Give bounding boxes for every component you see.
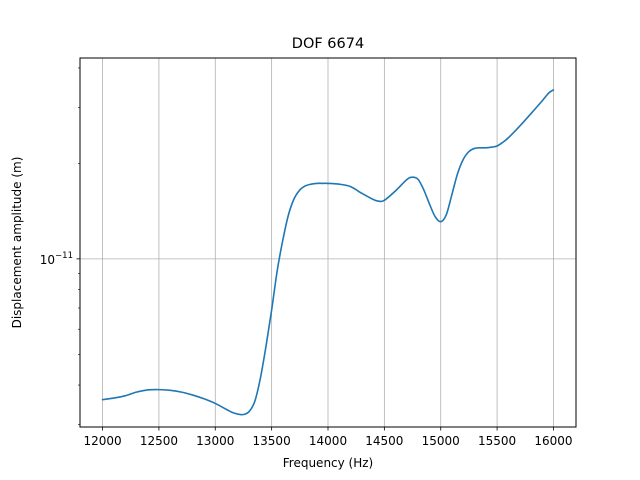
y-axis-label: Displacement amplitude (m) <box>10 157 24 329</box>
series-line <box>101 89 555 416</box>
x-tick-label: 13000 <box>196 434 234 448</box>
x-tick-label: 15500 <box>478 434 516 448</box>
x-tick-label: 15000 <box>422 434 460 448</box>
series-layer <box>101 89 555 416</box>
chart-title: DOF 6674 <box>292 36 364 52</box>
x-tick-label: 14000 <box>309 434 347 448</box>
grid-lines <box>80 58 576 427</box>
x-tick-label: 14500 <box>365 434 403 448</box>
x-tick-label: 12000 <box>83 434 121 448</box>
x-tick-label: 12500 <box>140 434 178 448</box>
x-tick-label: 13500 <box>253 434 291 448</box>
x-tick-label: 16000 <box>534 434 572 448</box>
axis-ticks: 12000 12500 13000 13500 14000 14500 15000 15500… <box>40 67 573 448</box>
x-axis-label: Frequency (Hz) <box>283 456 374 470</box>
y-tick-label: 10−11 <box>40 251 73 267</box>
